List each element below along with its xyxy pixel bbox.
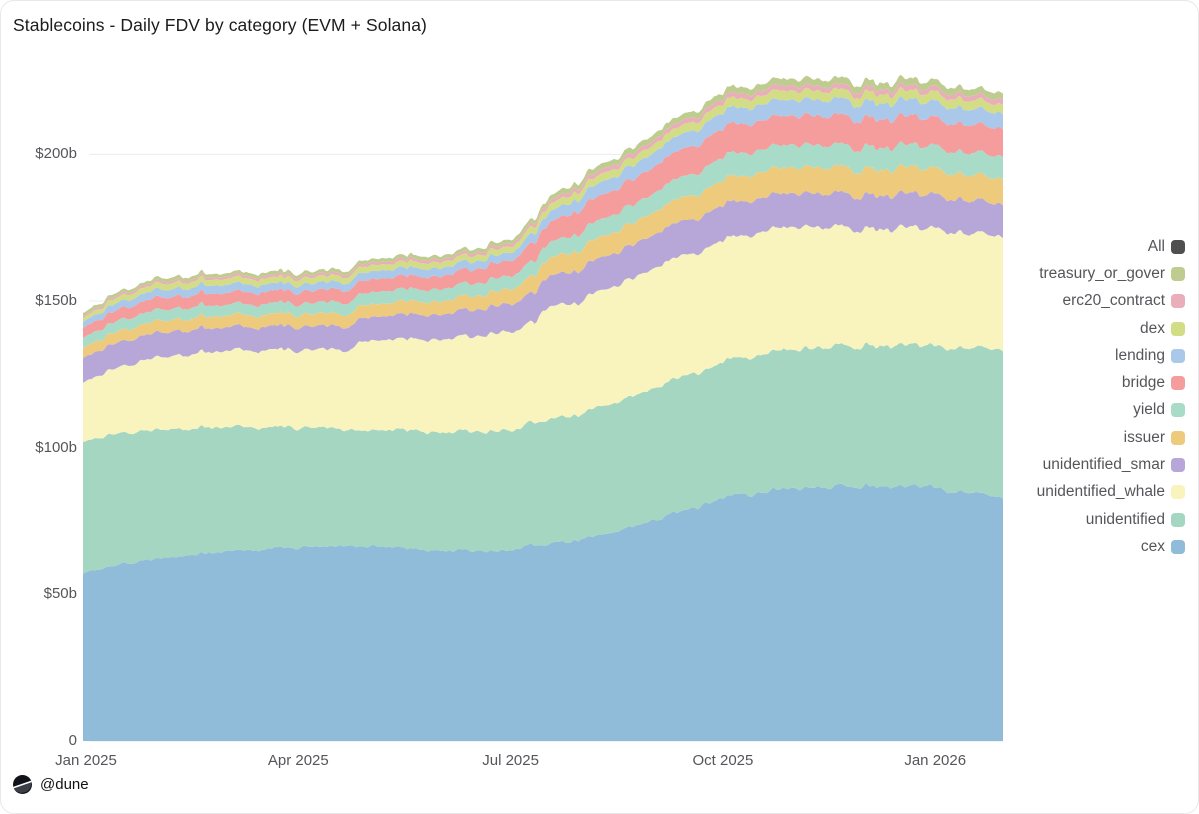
legend-swatch [1171,348,1185,363]
x-axis-tick-label: Jul 2025 [482,752,539,769]
legend-item-lending[interactable]: lending [1037,342,1185,369]
x-axis-tick-label: Oct 2025 [692,752,754,769]
legend-swatch [1171,539,1185,554]
legend-item-issuer[interactable]: issuer [1037,424,1185,451]
area-yield[interactable] [83,141,1003,348]
legend-item-label: cex [1140,537,1165,555]
legend-item-label: yield [1133,401,1165,419]
legend-swatch [1171,512,1185,527]
legend-item-treasury_or_gover[interactable]: treasury_or_gover [1037,260,1185,287]
legend-item-label: unidentified [1085,510,1165,528]
y-axis-tick-label: $150b [35,292,77,309]
footer: @dune [13,775,89,794]
legend-swatch [1171,321,1185,336]
x-axis-tick-label: Jan 2026 [904,752,967,769]
chart-title: Stablecoins - Daily FDV by category (EVM… [13,15,427,35]
legend-item-label: issuer [1123,428,1165,446]
legend-item-label: treasury_or_gover [1039,264,1165,282]
y-axis-tick-label: $200b [35,145,77,163]
legend-swatch [1171,485,1185,500]
footer-handle: @dune [40,776,89,793]
y-axis-tick-label: 0 [68,732,77,749]
x-axis-tick-label: Apr 2025 [267,752,329,769]
legend-item-label: dex [1140,319,1165,337]
y-axis-tick-label: $100b [35,438,77,456]
legend-swatch [1171,430,1185,445]
legend-item-cex[interactable]: cex [1037,533,1185,560]
legend-item-label: unidentified_smar [1042,456,1165,474]
legend-item-bridge[interactable]: bridge [1037,369,1185,396]
legend-item-label: lending [1115,346,1165,364]
x-axis-tick-label: Jan 2025 [55,752,117,769]
legend-swatch [1171,376,1185,391]
legend-swatch [1171,294,1185,309]
legend-item-unidentified[interactable]: unidentified [1037,506,1185,533]
legend-item-erc20_contract[interactable]: erc20_contract [1037,288,1185,315]
legend-item-unidentified_whale[interactable]: unidentified_whale [1037,479,1185,506]
legend-item-label: All [1147,237,1165,255]
legend-swatch [1171,403,1185,418]
area-bridge[interactable] [83,112,1003,338]
area-unidentified_smar[interactable] [83,190,1003,383]
legend-item-label: unidentified_whale [1036,483,1165,501]
dune-logo-icon [13,775,32,794]
legend-swatch [1171,266,1185,281]
area-unidentified_whale[interactable] [83,223,1003,442]
legend-swatch [1171,458,1185,473]
legend-item-all[interactable]: All [1037,233,1185,260]
legend-item-label: erc20_contract [1062,292,1165,310]
y-axis-tick-label: $50b [43,585,77,603]
area-issuer[interactable] [83,163,1003,359]
legend-item-yield[interactable]: yield [1037,397,1185,424]
legend-item-label: bridge [1121,374,1165,392]
legend-swatch [1171,239,1185,254]
legend-item-dex[interactable]: dex [1037,315,1185,342]
legend-item-unidentified_smar[interactable]: unidentified_smar [1037,451,1185,478]
area-cex[interactable] [83,483,1003,741]
area-unidentified[interactable] [83,342,1003,574]
